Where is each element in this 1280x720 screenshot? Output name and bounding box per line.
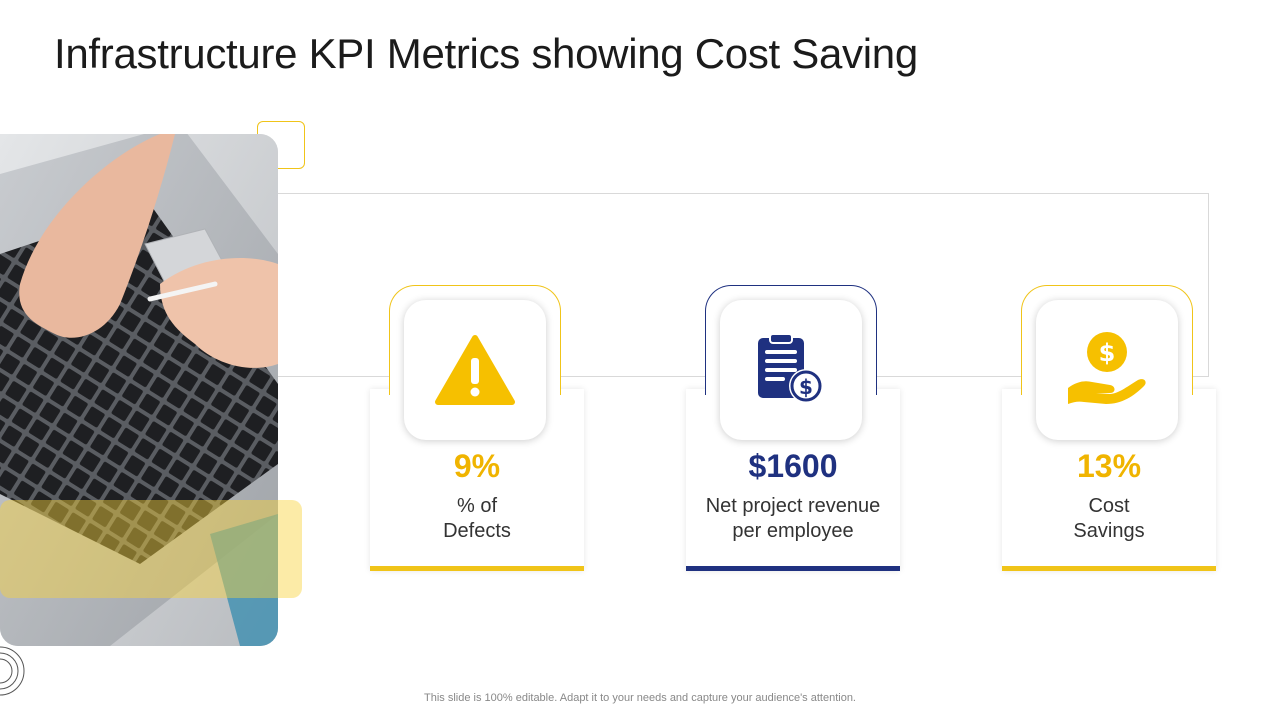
money-hand-icon: $ xyxy=(1068,332,1146,404)
kpi-value: 9% xyxy=(453,448,501,484)
kpi-label-line: Defects xyxy=(443,520,511,542)
svg-text:$: $ xyxy=(799,375,813,399)
kpi-label-line: Cost xyxy=(1088,495,1130,517)
kpi-label-line: % of xyxy=(456,495,498,517)
icon-tile xyxy=(404,300,546,440)
warning-icon xyxy=(435,335,515,405)
accent-bar xyxy=(370,566,584,571)
decorative-yellow-band xyxy=(0,500,302,598)
invoice-dollar-icon: $ xyxy=(758,333,823,403)
kpi-value: 13% xyxy=(1076,448,1142,484)
accent-bar xyxy=(1002,566,1216,571)
accent-bar xyxy=(686,566,900,571)
footer-note: This slide is 100% editable. Adapt it to… xyxy=(424,692,856,704)
kpi-label-line: Net project revenue xyxy=(705,495,881,517)
kpi-label-line: Savings xyxy=(1073,520,1145,542)
laptop-photo xyxy=(0,134,278,646)
kpi-label: Net project revenue per employee xyxy=(686,494,900,544)
kpi-label-line: per employee xyxy=(732,520,854,542)
decorative-rings xyxy=(0,646,25,696)
svg-text:$: $ xyxy=(1099,339,1116,367)
kpi-value: $1600 xyxy=(748,448,838,484)
slide-title: Infrastructure KPI Metrics showing Cost … xyxy=(54,30,918,77)
icon-tile: $ xyxy=(1036,300,1178,440)
kpi-label: % of Defects xyxy=(370,494,584,544)
icon-tile: $ xyxy=(720,300,862,440)
kpi-label: Cost Savings xyxy=(1002,494,1216,544)
